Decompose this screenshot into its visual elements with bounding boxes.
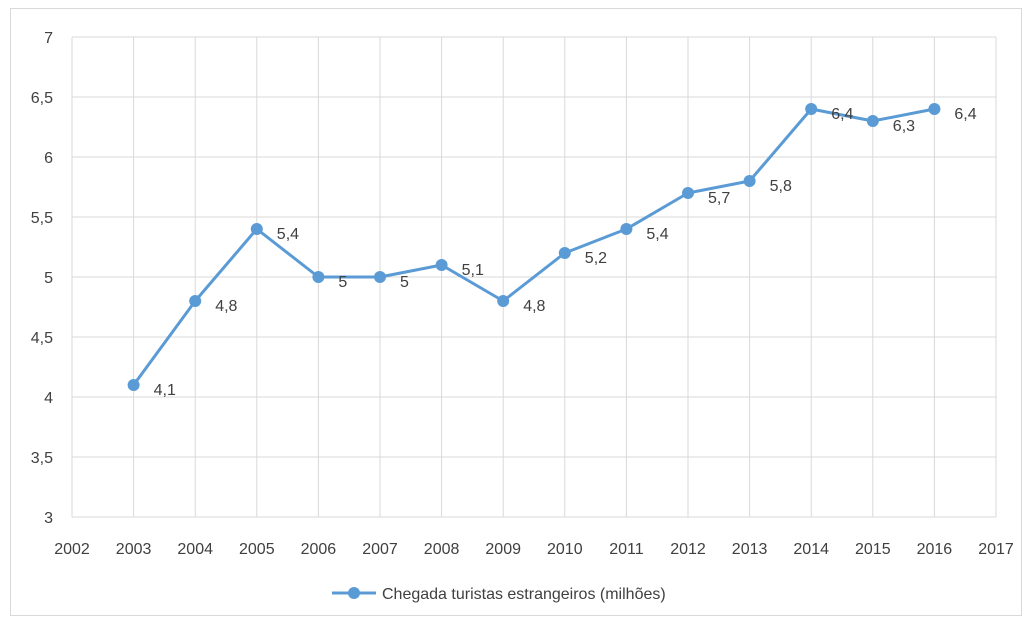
data-label: 5 [338,274,347,291]
x-tick-label: 2003 [116,541,152,558]
x-tick-label: 2014 [793,541,829,558]
x-tick-label: 2017 [978,541,1014,558]
y-tick-label: 4,5 [31,330,53,347]
data-label: 5,4 [646,226,668,243]
y-tick-label: 5 [44,270,53,287]
data-label: 6,4 [831,106,853,123]
y-tick-label: 4 [44,390,53,407]
chart-frame [10,8,1022,616]
data-point [866,115,879,127]
data-point [620,223,633,235]
data-point [682,187,694,199]
data-point [558,247,571,259]
x-tick-label: 2006 [301,541,337,558]
data-point [435,259,448,271]
data-point [312,271,325,283]
data-label: 4,1 [154,382,176,399]
x-tick-label: 2010 [547,541,583,558]
legend: Chegada turistas estrangeiros (milhões) [332,586,666,603]
series-line [132,107,935,386]
data-label: 5,7 [708,190,730,207]
data-labels: 4,1 4,8 5,4 5 5 5,1 4,8 5,2 5,4 5,7 5,8 6,4 6,3 6,4 [154,106,977,399]
data-point [928,103,941,115]
x-axis-ticks: 2002 2003 2004 2005 2006 2007 2008 2009 2010 2011… [54,541,1014,558]
legend-point-marker [348,587,360,599]
x-tick-label: 2008 [424,541,460,558]
series-layer [127,103,941,391]
y-axis-ticks: 3 3,5 4 4,5 5 5,5 6 6,5 7 [31,30,53,527]
data-point [497,295,510,307]
x-tick-label: 2002 [54,541,90,558]
y-tick-label: 3,5 [31,450,53,467]
y-tick-label: 6,5 [31,90,53,107]
data-label: 5,2 [585,250,607,267]
data-point [805,103,818,115]
data-point [127,379,140,391]
grid [71,36,997,518]
y-tick-label: 5,5 [31,210,53,227]
data-point [374,271,386,283]
data-label: 6,3 [893,118,915,135]
data-label: 5,8 [770,178,792,195]
data-point [743,175,756,187]
data-point [250,223,263,235]
x-tick-label: 2013 [732,541,768,558]
data-label: 4,8 [523,298,545,315]
x-tick-label: 2016 [917,541,953,558]
x-tick-label: 2015 [855,541,891,558]
x-tick-label: 2007 [362,541,398,558]
y-tick-label: 6 [44,150,53,167]
data-label: 5,1 [462,262,484,279]
x-tick-label: 2005 [239,541,275,558]
y-tick-label: 7 [44,30,53,47]
x-tick-label: 2012 [670,541,706,558]
data-label: 5,4 [277,226,299,243]
x-tick-label: 2004 [177,541,213,558]
legend-entry: Chegada turistas estrangeiros (milhões) [382,586,666,603]
data-label: 4,8 [215,298,237,315]
y-tick-label: 3 [44,510,53,527]
data-point [189,295,202,307]
data-label: 6,4 [954,106,976,123]
x-tick-label: 2009 [485,541,521,558]
data-label: 5 [400,274,409,291]
x-tick-label: 2011 [609,541,644,558]
